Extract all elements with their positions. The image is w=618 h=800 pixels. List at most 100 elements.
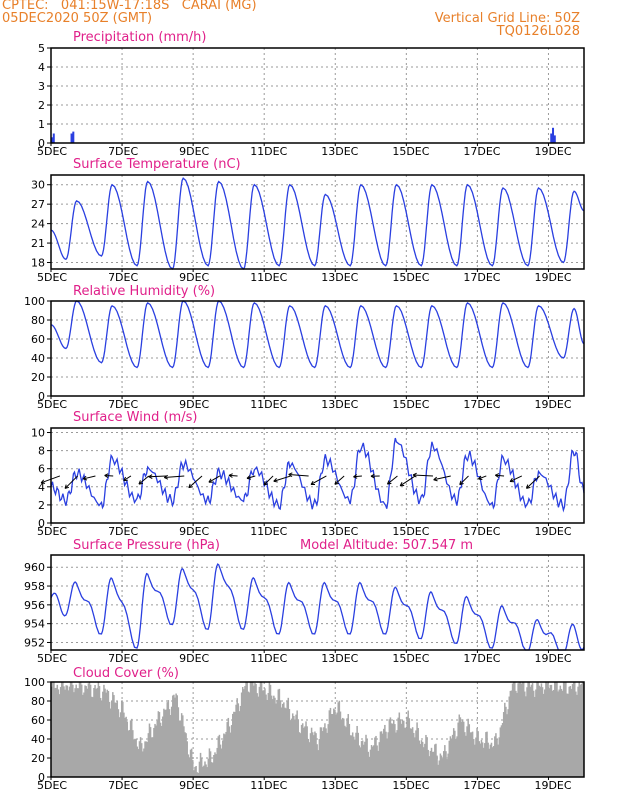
cloud-ytick-label: 40 xyxy=(31,733,45,746)
wind-vector-head xyxy=(387,482,392,485)
cloud-bar xyxy=(419,743,422,777)
pressure-xtick-label: 17DEC xyxy=(463,652,500,665)
cloud-bar xyxy=(159,722,162,777)
cloud-bar xyxy=(550,684,553,777)
cloud-bar xyxy=(149,727,152,777)
cloud-bar xyxy=(458,714,461,777)
cloud-bar xyxy=(261,690,264,777)
cloud-xtick-label: 17DEC xyxy=(463,779,500,792)
cloud-bar xyxy=(516,692,518,777)
cloud-bar xyxy=(253,685,255,777)
cloud-bar xyxy=(245,682,247,777)
cloud-bar xyxy=(183,726,185,777)
wind-vector-head xyxy=(386,480,390,485)
wind-vector-19 xyxy=(387,475,398,485)
wind-vector-12 xyxy=(263,475,274,486)
cloud-bar xyxy=(336,712,338,777)
cloud-bar xyxy=(340,719,343,777)
cloud-bar xyxy=(217,736,220,777)
cloud-bar xyxy=(240,692,243,777)
cloud-bar xyxy=(106,689,109,777)
cloud-bar xyxy=(228,726,231,777)
temp-xtick-label: 11DEC xyxy=(250,271,287,284)
cloud-bar xyxy=(164,709,166,777)
cloud-bar xyxy=(239,705,242,777)
cloud-bar xyxy=(301,723,304,777)
wind-vector-head xyxy=(263,481,266,486)
pressure-xtick-label: 19DEC xyxy=(534,652,571,665)
wind-vector-head xyxy=(228,473,233,476)
cloud-bar xyxy=(451,734,454,777)
cloud-bar xyxy=(88,682,91,777)
cloud-bar xyxy=(297,719,300,777)
cloud-bar xyxy=(386,738,388,777)
cloud-xtick-label: 19DEC xyxy=(534,779,571,792)
cloud-bar xyxy=(574,682,576,777)
cloud-bar xyxy=(556,682,558,777)
precip-xtick-label: 7DEC xyxy=(108,145,138,158)
cloud-bar xyxy=(156,720,158,777)
wind-vector-head xyxy=(123,476,127,481)
precip-xtick-label: 17DEC xyxy=(463,145,500,158)
cloud-bar xyxy=(140,743,143,777)
cloud-bar xyxy=(504,702,506,777)
wind-vector-head xyxy=(334,482,339,485)
cloud-bar xyxy=(196,772,198,777)
cloud-bar xyxy=(127,730,130,777)
precip-xtick-label: 5DEC xyxy=(37,145,67,158)
cloud-bar xyxy=(69,682,72,777)
temp-ytick-label: 30 xyxy=(31,179,45,192)
cloud-bar xyxy=(389,717,392,777)
cloud-bar xyxy=(193,770,195,777)
cloud-bar xyxy=(188,757,191,777)
cloud-bar xyxy=(562,682,565,777)
rh-xtick-label: 13DEC xyxy=(321,398,358,411)
cloud-bar xyxy=(398,712,401,777)
wind-series-line xyxy=(50,437,585,513)
header-model-code: TQ0126L028 xyxy=(496,24,580,39)
cloud-bar xyxy=(241,687,244,777)
rh-xtick-label: 7DEC xyxy=(108,398,138,411)
cloud-bar xyxy=(351,732,354,777)
cloud-bar xyxy=(415,730,417,777)
cloud-bar xyxy=(58,694,61,777)
cloud-bar xyxy=(94,684,96,777)
cloud-bar xyxy=(74,688,76,777)
cloud-bar xyxy=(444,745,446,777)
cloud-bar xyxy=(95,689,97,777)
cloud-bar xyxy=(285,708,287,777)
wind-vector-head xyxy=(188,483,191,488)
cloud-bar xyxy=(517,683,519,777)
cloud-bar xyxy=(383,728,385,777)
cloud-bar xyxy=(105,692,107,777)
wind-vector-head xyxy=(459,480,462,485)
cloud-bar xyxy=(222,740,224,777)
temp-ytick-label: 24 xyxy=(31,218,45,231)
cloud-bar xyxy=(309,733,312,777)
cloud-bar xyxy=(417,727,419,777)
cloud-bar xyxy=(535,689,537,777)
cloud-bar xyxy=(168,709,171,777)
cloud-bar xyxy=(129,720,132,777)
cloud-bar xyxy=(139,737,142,777)
cloud-bar xyxy=(569,685,572,777)
cloud-bar xyxy=(397,717,399,777)
wind-vector-head xyxy=(478,478,483,481)
cloud-bar xyxy=(437,764,439,777)
cloud-bar xyxy=(499,727,502,777)
cloud-bar xyxy=(505,706,507,777)
cloud-bar xyxy=(67,690,70,777)
rh-title: Relative Humidity (%) xyxy=(73,284,215,299)
cloud-bar xyxy=(199,752,202,777)
wind-vector-22 xyxy=(433,475,451,481)
wind-vector-17 xyxy=(353,475,362,478)
cloud-bar xyxy=(116,701,119,777)
cloud-bar xyxy=(384,724,386,777)
wind-vector-head xyxy=(288,474,293,478)
cloud-bar xyxy=(317,750,320,777)
cloud-bar xyxy=(396,730,398,777)
cloud-bar xyxy=(406,716,408,777)
cloud-bar xyxy=(448,740,451,777)
cloud-bar xyxy=(176,695,178,777)
header-grid-note: Vertical Grid Line: 50Z xyxy=(434,11,580,26)
